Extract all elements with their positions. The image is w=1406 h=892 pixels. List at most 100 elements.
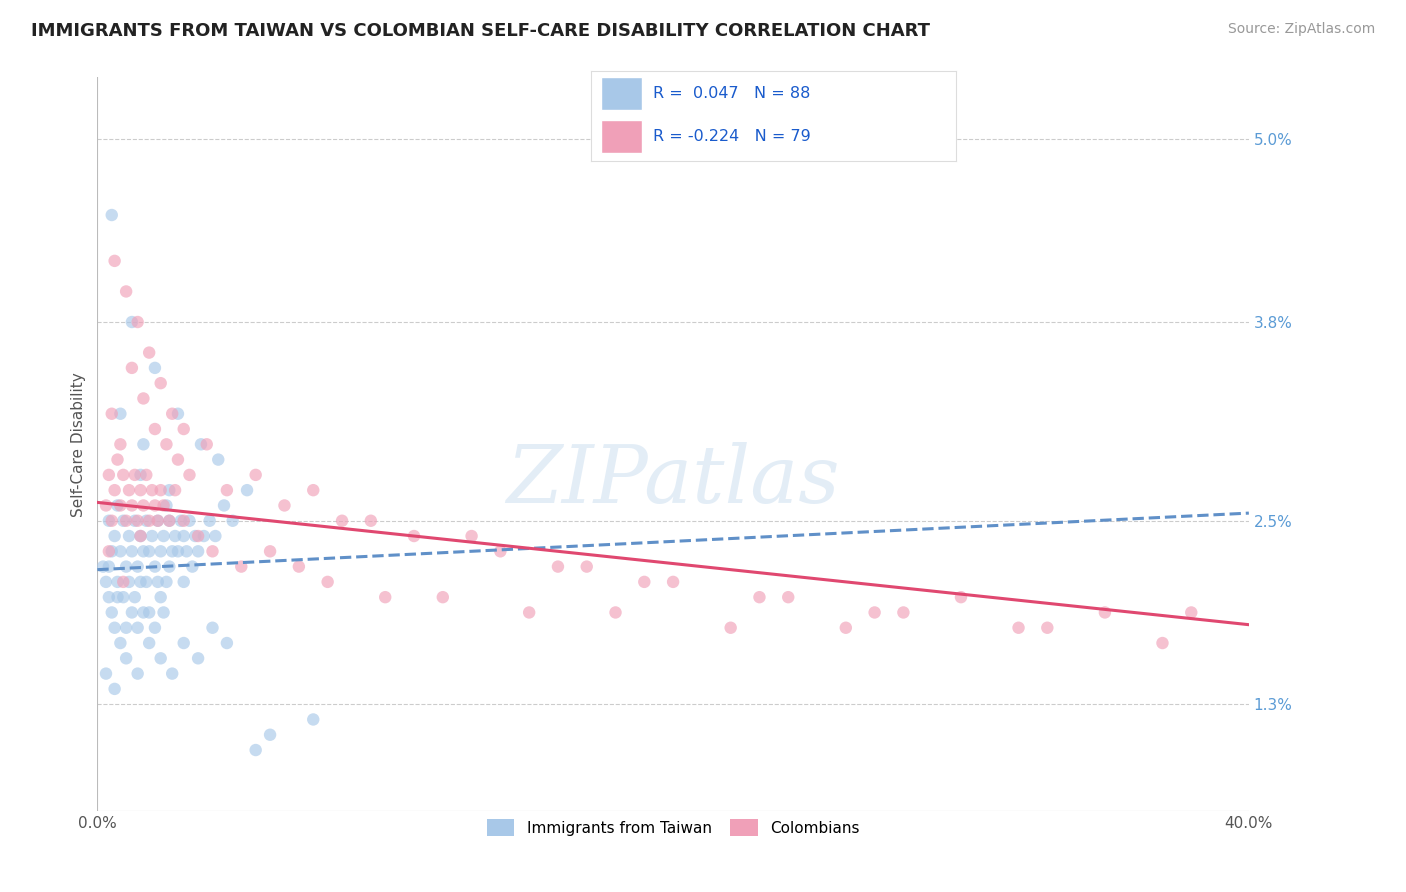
Point <box>201 544 224 558</box>
Point <box>124 467 146 482</box>
Point <box>100 208 122 222</box>
Point <box>146 574 169 589</box>
Point <box>146 514 169 528</box>
Point <box>110 636 132 650</box>
Point <box>181 559 204 574</box>
Point <box>302 483 325 498</box>
Point <box>115 621 138 635</box>
Point <box>149 376 172 391</box>
Point <box>633 574 655 589</box>
Point <box>1036 621 1059 635</box>
Point <box>187 651 209 665</box>
Point <box>193 529 215 543</box>
Point <box>110 499 132 513</box>
Point <box>115 651 138 665</box>
Point <box>374 590 396 604</box>
Point <box>330 514 353 528</box>
Point <box>118 529 141 543</box>
Point <box>100 606 122 620</box>
Point <box>94 574 117 589</box>
Point <box>190 437 212 451</box>
Point <box>316 574 339 589</box>
Point <box>207 452 229 467</box>
Point <box>121 606 143 620</box>
Point <box>1007 621 1029 635</box>
Point <box>129 529 152 543</box>
Point <box>127 559 149 574</box>
Point <box>1094 606 1116 620</box>
Point <box>547 559 569 574</box>
Point <box>835 621 858 635</box>
Point <box>115 285 138 299</box>
Point <box>112 574 135 589</box>
Point <box>127 621 149 635</box>
Point <box>143 422 166 436</box>
Point <box>112 467 135 482</box>
Text: R =  0.047   N = 88: R = 0.047 N = 88 <box>652 87 810 101</box>
Point <box>121 544 143 558</box>
Point <box>132 499 155 513</box>
Point <box>121 360 143 375</box>
Point <box>173 514 195 528</box>
Point <box>489 544 512 558</box>
FancyBboxPatch shape <box>602 120 641 153</box>
Point <box>97 559 120 574</box>
Point <box>104 253 127 268</box>
Point <box>129 529 152 543</box>
Point <box>132 437 155 451</box>
Point <box>118 483 141 498</box>
Point <box>288 559 311 574</box>
Point <box>104 621 127 635</box>
Point <box>402 529 425 543</box>
Point <box>127 514 149 528</box>
Point <box>165 529 187 543</box>
Point <box>138 514 160 528</box>
Point <box>184 529 207 543</box>
Point <box>107 574 129 589</box>
Point <box>143 499 166 513</box>
Point <box>259 728 281 742</box>
Point <box>107 590 129 604</box>
Point <box>129 483 152 498</box>
Point <box>662 574 685 589</box>
Point <box>149 590 172 604</box>
Point <box>195 437 218 451</box>
Point <box>245 743 267 757</box>
Point <box>107 499 129 513</box>
Point <box>157 514 180 528</box>
Point <box>179 514 201 528</box>
Point <box>360 514 382 528</box>
Point <box>149 544 172 558</box>
Point <box>141 483 163 498</box>
Point <box>1180 606 1202 620</box>
Point <box>143 559 166 574</box>
Point <box>160 407 183 421</box>
Point <box>129 574 152 589</box>
Point <box>112 590 135 604</box>
Point <box>273 499 295 513</box>
Point <box>97 467 120 482</box>
Point <box>215 483 238 498</box>
Point <box>949 590 972 604</box>
Point <box>124 514 146 528</box>
Point <box>97 514 120 528</box>
Point <box>160 666 183 681</box>
Point <box>110 544 132 558</box>
Point <box>165 483 187 498</box>
Point <box>135 574 157 589</box>
Point <box>157 483 180 498</box>
Point <box>245 467 267 482</box>
Point <box>104 529 127 543</box>
Point <box>517 606 540 620</box>
Point <box>97 590 120 604</box>
Point <box>100 514 122 528</box>
Point <box>127 666 149 681</box>
Point <box>170 514 193 528</box>
Point <box>138 345 160 359</box>
Point <box>152 499 174 513</box>
Point <box>167 452 190 467</box>
Point <box>221 514 243 528</box>
Point <box>863 606 886 620</box>
Point <box>146 514 169 528</box>
Point <box>149 651 172 665</box>
